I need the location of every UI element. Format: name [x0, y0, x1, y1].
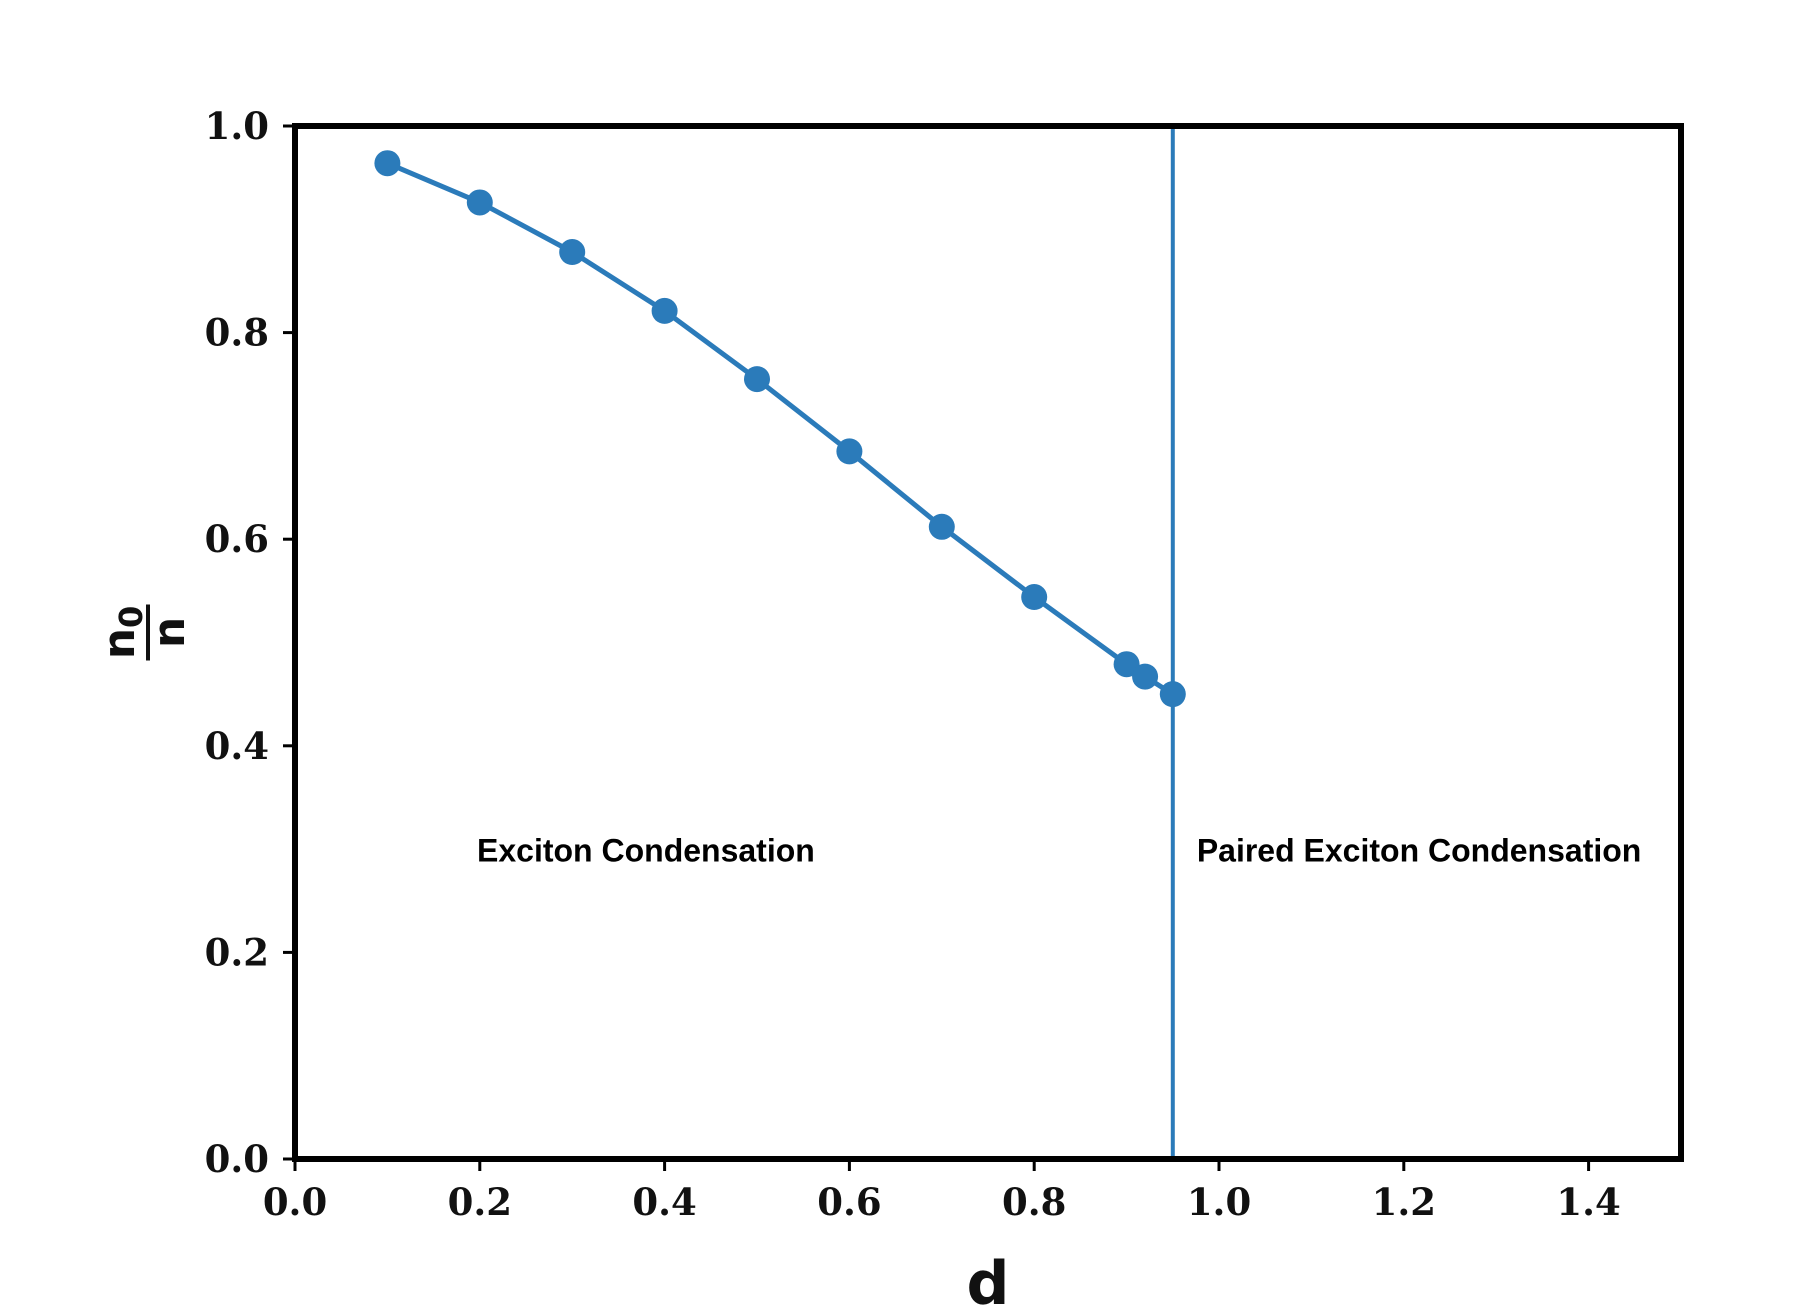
- y-tick-label: 0.0: [205, 1137, 269, 1181]
- x-tick-label: 1.4: [1556, 1180, 1620, 1224]
- region-label: Paired Exciton Condensation: [1197, 832, 1642, 868]
- x-tick-label: 0.6: [817, 1180, 881, 1224]
- series-line: [386, 160, 1175, 697]
- x-tick-label: 0.2: [448, 1180, 512, 1224]
- data-point: [1113, 651, 1140, 678]
- x-axis-title: d: [967, 1249, 1010, 1312]
- y-tick-label: 0.2: [205, 930, 269, 974]
- annotation-layer: Exciton Condensation Paired Exciton Conde…: [477, 832, 1641, 868]
- data-point: [836, 438, 863, 465]
- data-point: [466, 189, 493, 216]
- y-tick-label: 0.4: [205, 724, 269, 768]
- y-axis-numerator: n0: [94, 606, 150, 660]
- data-point: [374, 150, 401, 177]
- y-axis-denominator: n: [144, 617, 195, 648]
- plot-area: [374, 126, 1186, 1159]
- y-tick-label: 0.6: [205, 517, 269, 561]
- data-point: [1021, 584, 1048, 611]
- x-tick-label: 0.0: [263, 1180, 327, 1224]
- region-label: Exciton Condensation: [477, 832, 815, 868]
- y-axis-numerator-symbol: n: [94, 628, 145, 659]
- plot-frame: [292, 123, 1684, 1162]
- y-tick-label: 1.0: [205, 104, 269, 148]
- y-axis-title: n0 n: [94, 604, 195, 661]
- data-point: [744, 366, 770, 393]
- x-tick-label: 0.8: [1002, 1180, 1066, 1224]
- x-tick-label: 0.4: [632, 1180, 696, 1224]
- y-tick-label: 0.8: [205, 311, 269, 355]
- data-point: [651, 297, 678, 324]
- data-point: [559, 239, 586, 266]
- y-axis-numerator-subscript: 0: [112, 606, 150, 628]
- tick-layer: 0.0 0.2 0.4 0.6 0.8 1.0 1.2 1.4 0.0 0.2 0.4 0.6 0.8 1…: [205, 104, 1621, 1224]
- data-point: [1159, 681, 1186, 708]
- data-point: [1132, 663, 1159, 690]
- x-tick-label: 1.2: [1372, 1180, 1436, 1224]
- x-tick-label: 1.0: [1187, 1180, 1251, 1224]
- data-point: [928, 513, 955, 540]
